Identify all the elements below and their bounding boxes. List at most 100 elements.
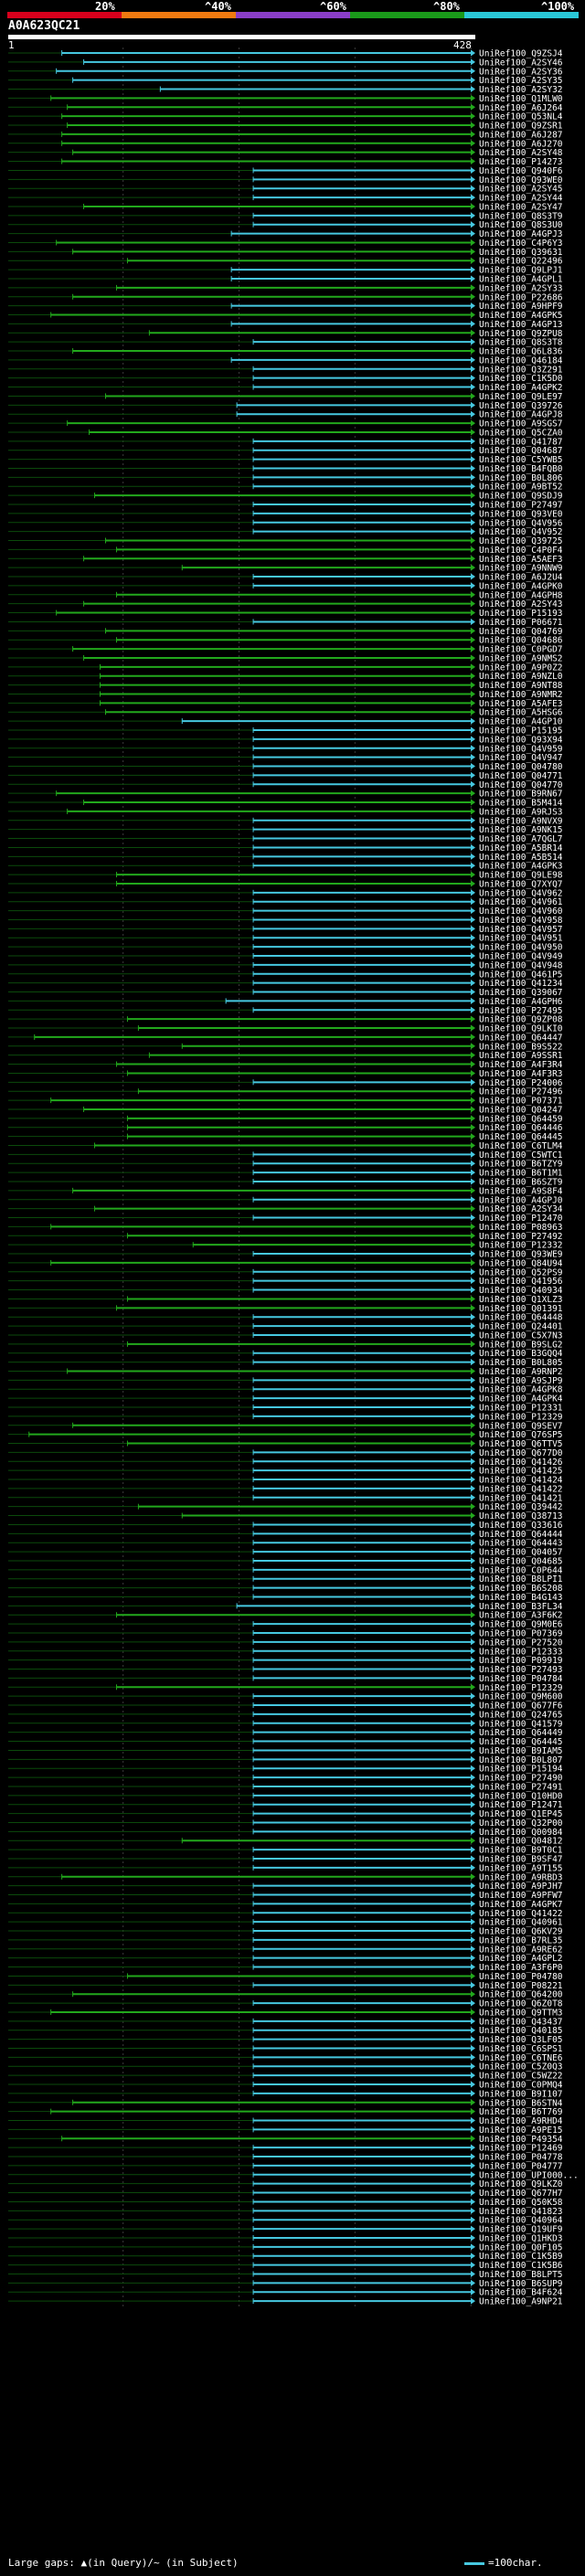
hit-row[interactable]: UniRef100_Q39725 bbox=[8, 536, 563, 546]
hit-label[interactable]: UniRef100_Q41579 bbox=[479, 1719, 563, 1729]
hit-label[interactable]: UniRef100_A9RE62 bbox=[479, 1945, 563, 1955]
hit-label[interactable]: UniRef100_Q64447 bbox=[479, 1033, 563, 1043]
hit-row[interactable]: UniRef100_Q40964 bbox=[8, 2216, 563, 2226]
hit-label[interactable]: UniRef100_A6J2U4 bbox=[479, 573, 563, 583]
hit-label[interactable]: UniRef100_Q41422 bbox=[479, 1484, 563, 1494]
hit-row[interactable]: UniRef100_Q64447 bbox=[8, 1033, 563, 1043]
hit-row[interactable]: UniRef100_A9RHD4 bbox=[8, 2116, 563, 2126]
hit-label[interactable]: UniRef100_Q9ZSR1 bbox=[479, 122, 563, 132]
hit-row[interactable]: UniRef100_Q52PS9 bbox=[8, 1267, 563, 1277]
hit-row[interactable]: UniRef100_A9SGS7 bbox=[8, 419, 563, 429]
hit-row[interactable]: UniRef100_Q9LE98 bbox=[8, 871, 563, 881]
hit-label[interactable]: UniRef100_Q93X94 bbox=[479, 735, 563, 745]
hit-label[interactable]: UniRef100_Q04247 bbox=[479, 1105, 563, 1115]
hit-row[interactable]: UniRef100_Q6Z0T8 bbox=[8, 1999, 563, 2009]
hit-label[interactable]: UniRef100_A9SSR1 bbox=[479, 1051, 563, 1061]
hit-label[interactable]: UniRef100_A4GP13 bbox=[479, 320, 563, 330]
hit-row[interactable]: UniRef100_Q8S3T8 bbox=[8, 338, 563, 348]
hit-label[interactable]: UniRef100_Q3Z291 bbox=[479, 365, 563, 375]
hit-label[interactable]: UniRef100_B4F624 bbox=[479, 2288, 563, 2298]
hit-row[interactable]: UniRef100_C1K5B9 bbox=[8, 2252, 563, 2262]
hit-label[interactable]: UniRef100_A6J264 bbox=[479, 103, 563, 113]
hit-row[interactable]: UniRef100_Q39442 bbox=[8, 1502, 563, 1512]
hit-label[interactable]: UniRef100_Q8S3T9 bbox=[479, 211, 563, 221]
hit-label[interactable]: UniRef100_Q9LE97 bbox=[479, 392, 563, 402]
hit-row[interactable]: UniRef100_Q43437 bbox=[8, 2017, 563, 2027]
hit-row[interactable]: UniRef100_P04777 bbox=[8, 2161, 563, 2171]
hit-row[interactable]: UniRef100_A9NT88 bbox=[8, 681, 563, 691]
hit-row[interactable]: UniRef100_B6SUP9 bbox=[8, 2279, 563, 2289]
hit-label[interactable]: UniRef100_P12333 bbox=[479, 1647, 563, 1657]
hit-row[interactable]: UniRef100_Q9LKI0 bbox=[8, 1024, 563, 1034]
hit-label[interactable]: UniRef100_P14273 bbox=[479, 157, 563, 167]
hit-label[interactable]: UniRef100_Q1XLZ3 bbox=[479, 1295, 563, 1305]
hit-label[interactable]: UniRef100_P27497 bbox=[479, 501, 563, 511]
hit-row[interactable]: UniRef100_Q64444 bbox=[8, 1530, 563, 1540]
hit-row[interactable]: UniRef100_Q3LF05 bbox=[8, 2035, 563, 2045]
hit-row[interactable]: UniRef100_A2SY33 bbox=[8, 283, 563, 293]
hit-label[interactable]: UniRef100_C1K5D0 bbox=[479, 374, 563, 384]
hit-label[interactable]: UniRef100_P12329 bbox=[479, 1412, 563, 1422]
hit-label[interactable]: UniRef100_B9I107 bbox=[479, 2089, 563, 2099]
hit-row[interactable]: UniRef100_A2SY36 bbox=[8, 67, 563, 77]
hit-label[interactable]: UniRef100_Q10HD0 bbox=[479, 1791, 563, 1801]
hit-label[interactable]: UniRef100_A2SY44 bbox=[479, 194, 563, 204]
hit-row[interactable]: UniRef100_Q1MLW0 bbox=[8, 94, 563, 104]
hit-label[interactable]: UniRef100_A5BR14 bbox=[479, 843, 563, 853]
hit-label[interactable]: UniRef100_Q6L836 bbox=[479, 347, 563, 357]
hit-row[interactable]: UniRef100_B6TZY9 bbox=[8, 1160, 563, 1170]
hit-label[interactable]: UniRef100_Q41422 bbox=[479, 1909, 563, 1919]
hit-label[interactable]: UniRef100_Q46184 bbox=[479, 355, 563, 366]
hit-label[interactable]: UniRef100_P12329 bbox=[479, 1683, 563, 1693]
hit-label[interactable]: UniRef100_C4P6Y3 bbox=[479, 239, 563, 249]
hit-label[interactable]: UniRef100_Q53NL4 bbox=[479, 112, 563, 122]
hit-row[interactable]: UniRef100_Q40185 bbox=[8, 2026, 563, 2036]
hit-label[interactable]: UniRef100_Q41823 bbox=[479, 2207, 563, 2217]
hit-row[interactable]: UniRef100_A4F3R4 bbox=[8, 1060, 563, 1070]
hit-row[interactable]: UniRef100_A3F6P0 bbox=[8, 1963, 563, 1973]
hit-label[interactable]: UniRef100_C5Z0Q3 bbox=[479, 2062, 563, 2072]
hit-row[interactable]: UniRef100_Q64445 bbox=[8, 1132, 563, 1142]
hit-row[interactable]: UniRef100_A5AEF3 bbox=[8, 555, 563, 565]
hit-label[interactable]: UniRef100_Q64446 bbox=[479, 1123, 563, 1133]
hit-row[interactable]: UniRef100_B4G143 bbox=[8, 1593, 563, 1603]
hit-row[interactable]: UniRef100_P27495 bbox=[8, 1006, 563, 1016]
hit-row[interactable]: UniRef100_B0L806 bbox=[8, 473, 563, 483]
hit-row[interactable]: UniRef100_P22686 bbox=[8, 292, 563, 302]
hit-row[interactable]: UniRef100_Q4V950 bbox=[8, 943, 563, 953]
hit-row[interactable]: UniRef100_Q76SP5 bbox=[8, 1430, 563, 1440]
hit-label[interactable]: UniRef100_A2SY46 bbox=[479, 58, 563, 68]
hit-label[interactable]: UniRef100_P24006 bbox=[479, 1078, 563, 1088]
hit-row[interactable]: UniRef100_A9NNW9 bbox=[8, 564, 563, 574]
hit-label[interactable]: UniRef100_Q4V949 bbox=[479, 952, 563, 962]
hit-label[interactable]: UniRef100_A4GPJ8 bbox=[479, 410, 563, 420]
hit-row[interactable]: UniRef100_A4GPJ0 bbox=[8, 1195, 563, 1205]
hit-row[interactable]: UniRef100_B6SZT9 bbox=[8, 1178, 563, 1188]
hit-row[interactable]: UniRef100_A6J2U4 bbox=[8, 573, 563, 583]
hit-row[interactable]: UniRef100_Q04770 bbox=[8, 780, 563, 790]
hit-row[interactable]: UniRef100_Q1XLZ3 bbox=[8, 1295, 563, 1305]
hit-row[interactable]: UniRef100_Q38713 bbox=[8, 1511, 563, 1521]
hit-label[interactable]: UniRef100_B9S522 bbox=[479, 1042, 563, 1052]
hit-row[interactable]: UniRef100_P12469 bbox=[8, 2144, 563, 2154]
hit-row[interactable]: UniRef100_P12470 bbox=[8, 1214, 563, 1224]
hit-row[interactable]: UniRef100_P06671 bbox=[8, 618, 563, 628]
hit-label[interactable]: UniRef100_A9S8F4 bbox=[479, 1186, 563, 1196]
hit-row[interactable]: UniRef100_B9T0C1 bbox=[8, 1846, 563, 1856]
hit-label[interactable]: UniRef100_A9PFW7 bbox=[479, 1891, 563, 1901]
hit-label[interactable]: UniRef100_A5HSG6 bbox=[479, 708, 563, 718]
hit-label[interactable]: UniRef100_Q9LE98 bbox=[479, 871, 563, 881]
hit-row[interactable]: UniRef100_Q04057 bbox=[8, 1548, 563, 1558]
hit-label[interactable]: UniRef100_C5WZ22 bbox=[479, 2072, 563, 2082]
hit-row[interactable]: UniRef100_B3GQQ4 bbox=[8, 1349, 563, 1359]
hit-label[interactable]: UniRef100_Q22496 bbox=[479, 257, 563, 267]
hit-label[interactable]: UniRef100_Q00984 bbox=[479, 1828, 563, 1838]
hit-row[interactable]: UniRef100_B6T769 bbox=[8, 2107, 563, 2117]
hit-row[interactable]: UniRef100_A9RBD3 bbox=[8, 1872, 563, 1882]
hit-label[interactable]: UniRef100_P12470 bbox=[479, 1214, 563, 1224]
hit-label[interactable]: UniRef100_Q52PS9 bbox=[479, 1267, 563, 1277]
hit-row[interactable]: UniRef100_Q9SDJ9 bbox=[8, 492, 563, 502]
hit-row[interactable]: UniRef100_Q04687 bbox=[8, 446, 563, 456]
hit-label[interactable]: UniRef100_C4P0F4 bbox=[479, 546, 563, 556]
hit-row[interactable]: UniRef100_Q1HKD3 bbox=[8, 2233, 563, 2243]
